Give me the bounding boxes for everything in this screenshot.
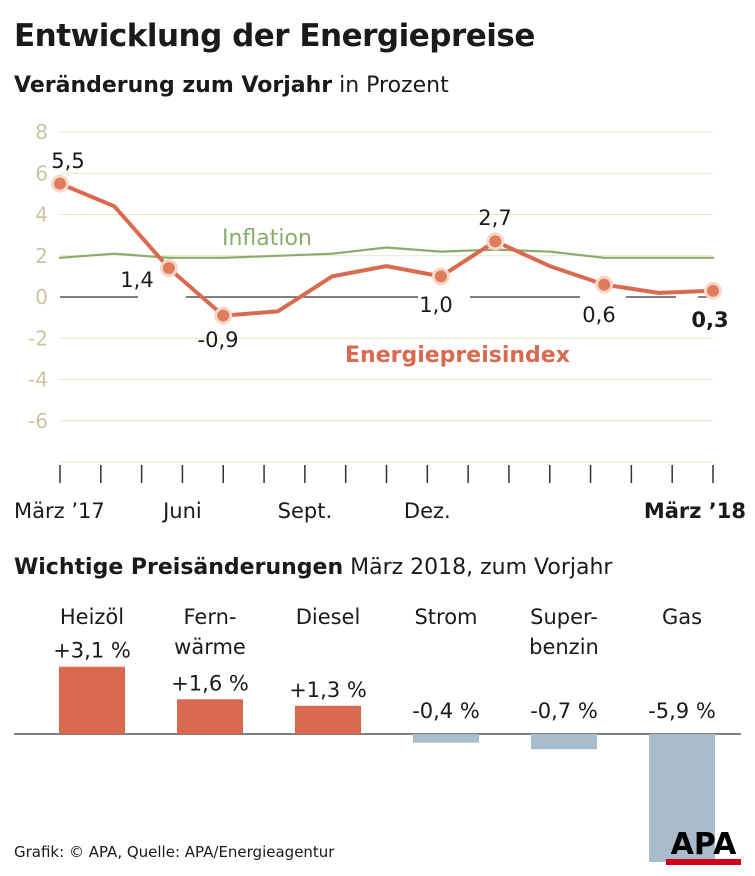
source-credit: Grafik: © APA, Quelle: APA/Energieagentu…	[14, 843, 335, 861]
bar	[413, 734, 479, 743]
bar-category-label: Fern-	[183, 605, 236, 629]
bar-category-label: benzin	[529, 635, 599, 659]
bar-category-label: Super-	[530, 605, 598, 629]
bar	[531, 734, 597, 750]
x-tick-label: März ’17	[14, 499, 105, 523]
bar	[59, 666, 125, 734]
bar-value-label: -5,9 %	[648, 699, 716, 723]
bar-value-label: +1,6 %	[171, 671, 249, 695]
y-tick-label: 2	[35, 244, 48, 268]
bar-category-label: Strom	[414, 605, 477, 629]
bar-value-label: -0,4 %	[412, 699, 480, 723]
bar	[177, 699, 243, 734]
bar-section-title: Wichtige Preisänderungen März 2018, zum …	[14, 555, 612, 580]
y-tick-label: -2	[28, 326, 48, 350]
inflation-series-label: Inflation	[222, 226, 312, 251]
data-point-marker	[159, 259, 178, 278]
bar-value-label: +3,1 %	[53, 639, 131, 663]
data-point-marker	[51, 174, 69, 193]
inflation-line	[58, 246, 715, 259]
y-tick-label: 4	[35, 203, 48, 227]
data-label: 1,4	[120, 268, 153, 292]
apa-logo-bar	[666, 859, 741, 865]
chart-subtitle: Veränderung zum Vorjahr in Prozent	[14, 73, 449, 98]
y-tick-label: -6	[28, 409, 48, 433]
bar-category-label: Diesel	[296, 605, 361, 629]
data-label: 1,0	[419, 293, 452, 317]
data-label: 2,7	[478, 206, 511, 230]
apa-logo-text: APA	[670, 827, 737, 862]
subtitle-rest: in Prozent	[332, 73, 449, 98]
data-label: 5,5	[51, 149, 84, 173]
y-tick-label: 6	[35, 161, 48, 185]
subtitle-bold: Veränderung zum Vorjahr	[14, 73, 333, 98]
x-tick-label: Dez.	[404, 499, 451, 523]
data-point-marker	[595, 275, 614, 294]
bar-category-label: Heizöl	[60, 605, 124, 629]
bar	[295, 705, 361, 734]
bar-value-label: +1,3 %	[289, 678, 367, 702]
y-tick-label: -4	[28, 368, 48, 392]
chart-title: Entwicklung der Energiepreise	[14, 18, 535, 54]
bar-value-label: -0,7 %	[530, 699, 598, 723]
data-label: -0,9	[198, 328, 239, 352]
bar-section-title-rest: März 2018, zum Vorjahr	[343, 555, 613, 580]
bar-section-title-bold: Wichtige Preisänderungen	[14, 555, 344, 580]
x-tick-label: Sept.	[278, 499, 333, 523]
energy-price-line	[58, 181, 715, 318]
x-tick-label: März ’18	[644, 499, 746, 523]
data-point-marker	[486, 232, 505, 251]
data-point-marker	[704, 281, 722, 300]
data-label: 0,6	[582, 303, 615, 327]
data-point-marker	[431, 267, 450, 286]
bar-category-label: Gas	[662, 605, 702, 629]
bar-category-label: wärme	[174, 635, 246, 659]
energy-series-label: Energiepreisindex	[345, 343, 570, 368]
data-point-marker	[214, 306, 233, 325]
bar	[649, 734, 715, 863]
y-tick-label: 8	[35, 120, 48, 144]
x-tick-label: Juni	[161, 499, 202, 523]
y-tick-label: 0	[35, 285, 48, 309]
apa-logo: APA	[666, 827, 741, 865]
data-label: 0,3	[691, 308, 728, 332]
